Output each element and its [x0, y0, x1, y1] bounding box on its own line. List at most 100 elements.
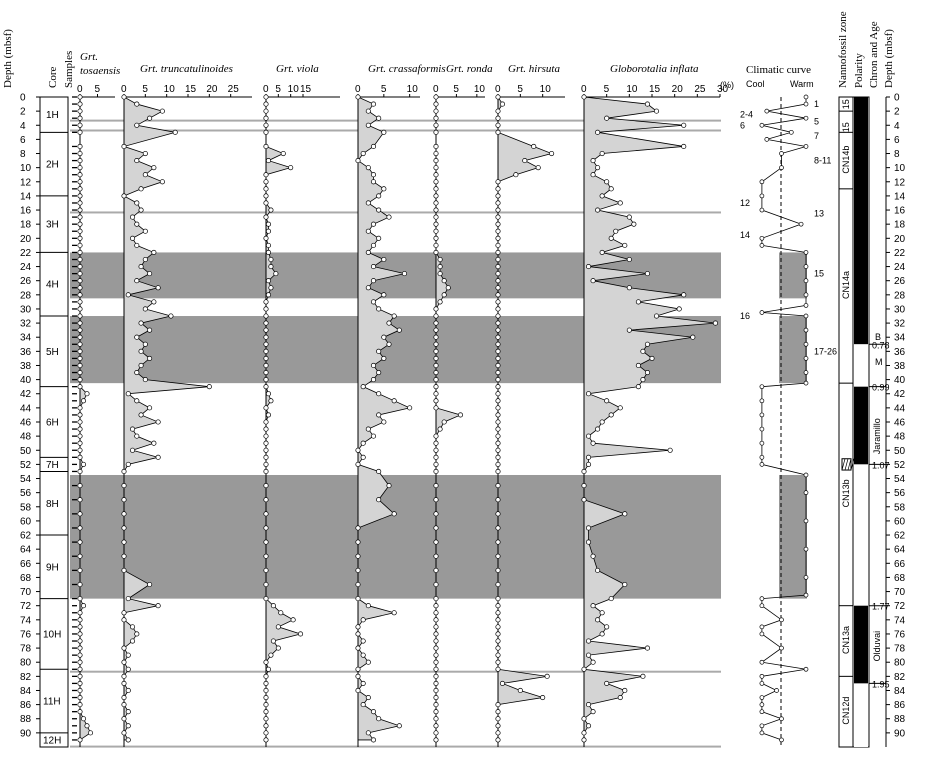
data-point: [147, 271, 153, 277]
data-point: [77, 278, 83, 284]
depth-tick-label: 90: [20, 728, 32, 739]
data-point: [604, 179, 610, 185]
data-point: [77, 292, 83, 298]
climate-point: [759, 723, 765, 729]
depth-tick-label: 8: [20, 149, 26, 160]
polarity-block: [854, 386, 868, 465]
data-point: [433, 306, 439, 312]
x-tick-label: 5: [275, 84, 281, 95]
climate-point: [803, 264, 809, 269]
depth-tick-label-right: 88: [894, 714, 906, 725]
data-point: [499, 680, 506, 686]
core-column-label: Core: [47, 67, 59, 89]
x-tick-label: 0: [121, 84, 127, 95]
data-point: [457, 412, 464, 418]
data-point: [522, 158, 528, 164]
data-point: [433, 129, 439, 135]
data-point: [77, 207, 83, 213]
depth-tick-label-right: 42: [894, 389, 906, 400]
depth-tick-label: 74: [20, 615, 32, 626]
data-point: [617, 694, 623, 701]
data-point: [381, 419, 387, 425]
data-point: [495, 433, 501, 439]
data-point: [433, 362, 439, 369]
data-point: [273, 271, 279, 277]
data-point: [681, 292, 687, 298]
data-point: [77, 101, 83, 107]
data-point: [495, 299, 501, 305]
zone-label: CN12d: [841, 697, 851, 725]
data-point: [77, 172, 83, 178]
data-point: [370, 278, 377, 284]
depth-tick-label: 64: [20, 545, 32, 556]
depth-tick-label: 76: [20, 629, 32, 640]
data-point: [681, 122, 687, 128]
data-point: [495, 652, 501, 658]
data-point: [433, 369, 439, 376]
nannofossil-zone-label: Nannofossil zone: [837, 11, 849, 88]
cool-label: Cool: [746, 79, 765, 89]
data-point: [77, 405, 83, 411]
data-point: [495, 525, 501, 531]
data-point: [125, 391, 131, 397]
climate-point: [759, 412, 765, 418]
data-point: [142, 256, 148, 263]
data-point: [263, 461, 269, 467]
data-point: [77, 645, 83, 651]
data-point: [263, 659, 269, 665]
data-point: [77, 200, 83, 206]
data-point: [433, 525, 439, 531]
data-point: [138, 264, 144, 270]
data-point: [433, 610, 439, 616]
hatch-line: [844, 458, 849, 471]
x-tick-label: 10: [540, 84, 552, 95]
core-label: 4H: [46, 280, 59, 291]
data-point: [590, 172, 596, 178]
data-point: [433, 320, 439, 326]
climate-point: [759, 310, 765, 315]
depth-tick-label-right: 56: [894, 488, 906, 499]
data-point: [77, 362, 83, 369]
climate-band-2: [779, 316, 807, 384]
depth-tick-label: 26: [20, 276, 32, 287]
stage-label: 13: [814, 209, 824, 219]
data-point: [77, 348, 83, 354]
data-point: [396, 327, 402, 333]
depth-tick-label: 48: [20, 432, 32, 443]
data-point: [134, 101, 140, 107]
chron-name: Jaramillo: [872, 418, 882, 454]
data-point: [151, 165, 157, 171]
data-point: [604, 115, 610, 121]
climate-point: [803, 327, 809, 333]
data-point: [290, 617, 296, 623]
data-point: [437, 299, 443, 305]
data-point: [125, 723, 131, 729]
data-point: [386, 341, 392, 347]
data-point: [433, 355, 439, 361]
data-point: [134, 242, 140, 248]
data-point: [441, 278, 447, 284]
data-point: [263, 299, 269, 305]
depth-tick-label: 6: [20, 135, 26, 146]
data-point: [391, 610, 397, 616]
depth-tick-label-right: 76: [894, 629, 906, 640]
data-point: [386, 214, 392, 220]
data-point: [263, 511, 269, 517]
data-point: [370, 264, 377, 270]
zone-label: CN13a: [841, 626, 851, 654]
data-point: [263, 525, 269, 531]
climate-point: [779, 151, 784, 156]
data-point: [433, 433, 439, 439]
chron-age: 1.77: [872, 602, 890, 612]
chron-age-label: Chron and Age: [868, 21, 880, 88]
data-point: [495, 716, 501, 722]
polarity-label: Polarity: [853, 53, 865, 88]
data-point: [77, 659, 83, 665]
data-point: [433, 115, 439, 121]
depth-tick-label-right: 52: [894, 460, 906, 471]
data-point: [77, 694, 83, 701]
data-point: [590, 278, 596, 284]
data-point: [433, 631, 439, 637]
data-point: [441, 419, 447, 425]
